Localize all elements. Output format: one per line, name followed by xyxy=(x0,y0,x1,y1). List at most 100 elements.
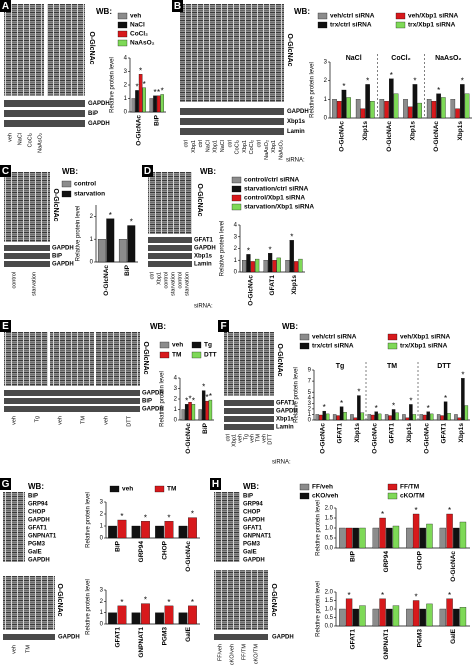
bar xyxy=(131,525,141,539)
lane-label: cKO/veh xyxy=(229,644,235,665)
lane-label: ctrl xyxy=(198,140,204,147)
significance: * xyxy=(392,402,395,411)
lane-label: FF/veh xyxy=(217,644,223,661)
x-tick-label: GFAT1 xyxy=(389,423,396,444)
lane-label: NaCl xyxy=(220,140,226,152)
legend-label: NaCl xyxy=(130,22,145,29)
y-tick-label: 1 xyxy=(100,610,104,616)
blot-label: GalE xyxy=(243,550,257,556)
bar xyxy=(298,258,303,273)
blot-label: Xbp1s xyxy=(276,417,295,423)
legend-swatch xyxy=(317,12,328,20)
legend-label: trx/Xbp1 siRNA xyxy=(400,343,448,350)
bar xyxy=(164,521,174,539)
wb-label: WB: xyxy=(243,482,259,491)
significance: * xyxy=(144,596,147,605)
x-tick-label: GNPNAT1 xyxy=(138,627,145,658)
bar xyxy=(160,94,164,113)
significance: * xyxy=(191,598,194,607)
sirna-label: siRNA: xyxy=(286,158,305,164)
panel-letter: H xyxy=(212,479,219,490)
panel-letter-box xyxy=(210,478,221,490)
bar xyxy=(339,608,346,627)
panel-letter-box xyxy=(142,165,153,177)
blot-label: GFAT1 xyxy=(28,526,48,532)
blot-label: GAPDH xyxy=(142,407,164,413)
lane-label: NaAsO₂ xyxy=(278,140,284,160)
significance: * xyxy=(342,82,345,91)
bar xyxy=(138,74,143,113)
blot-label: Xbp1s xyxy=(287,119,306,125)
blot-label: GFAT1 xyxy=(276,401,296,407)
blot-label: GalE xyxy=(28,550,42,556)
bar xyxy=(455,108,460,119)
significance: * xyxy=(167,513,170,522)
blot-label: GFAT1 xyxy=(194,238,214,244)
bar xyxy=(453,527,460,549)
bar xyxy=(97,239,106,263)
bar xyxy=(141,603,150,625)
blot xyxy=(214,634,268,640)
y-tick-label: 5 xyxy=(308,390,312,396)
bar xyxy=(365,84,370,119)
y-tick-label: 4 xyxy=(234,223,238,229)
significance: * xyxy=(188,394,191,403)
legend-swatch xyxy=(191,351,202,359)
bar xyxy=(315,414,320,421)
y-axis-title: Relative protein level xyxy=(316,500,322,556)
bar xyxy=(345,527,353,549)
legend-label: veh/ctrl siRNA xyxy=(330,13,375,20)
significance: * xyxy=(381,510,384,519)
x-tick-label: BiP xyxy=(202,422,209,434)
blot xyxy=(224,416,274,422)
bar xyxy=(350,414,354,421)
significance: * xyxy=(209,392,212,401)
bar xyxy=(263,260,268,273)
x-tick-label: O-GlcNAc xyxy=(433,121,440,152)
lane-label: TM xyxy=(255,434,261,442)
blot-label: GAPDH xyxy=(243,558,265,564)
lane-label: control xyxy=(177,272,183,289)
legend-label: NaAsO₂ xyxy=(130,40,155,47)
blot-main-label: O-GlcNAc xyxy=(52,188,59,221)
y-tick-label: 3 xyxy=(100,588,104,594)
lane-label: NaAsO₂ xyxy=(264,140,270,160)
bar xyxy=(406,608,413,627)
blot xyxy=(4,390,140,396)
legend-swatch xyxy=(299,342,310,350)
bar xyxy=(419,527,426,549)
wb-label: WB: xyxy=(282,322,298,331)
blot xyxy=(224,332,274,396)
x-tick-label: Xbp1s xyxy=(291,275,298,295)
legend-label: cKO/veh xyxy=(312,493,338,500)
lane-label: ctrl xyxy=(256,140,262,147)
blot-label: BiP xyxy=(52,254,62,260)
bar xyxy=(402,414,406,421)
y-tick-label: 3 xyxy=(324,60,328,66)
y-tick-label: 1 xyxy=(100,524,104,530)
lane-label: starvation xyxy=(184,272,190,296)
significance: * xyxy=(157,88,160,97)
bar xyxy=(117,519,127,539)
lane-label: CoCl₂ xyxy=(27,133,33,147)
bar xyxy=(379,598,386,627)
blot-label: GAPDH xyxy=(276,409,298,415)
group-label: NaCl xyxy=(346,55,362,62)
lane-label: Xbp1 xyxy=(191,140,197,153)
blot xyxy=(4,261,50,267)
y-tick-label: 3 xyxy=(174,386,178,392)
wb-label: WB: xyxy=(294,7,310,16)
y-tick-label: 0 xyxy=(308,418,312,424)
y-tick-label: 2 xyxy=(100,512,104,518)
legend-swatch xyxy=(61,180,72,188)
bar xyxy=(457,417,462,421)
blot-label: GNPNAT1 xyxy=(28,534,57,540)
wb-label: WB: xyxy=(62,167,78,176)
panel-letter: A xyxy=(2,1,9,12)
bar xyxy=(371,414,375,421)
y-tick-label: 1.0 xyxy=(325,526,334,532)
bar xyxy=(447,413,451,421)
blot-main-label: O-GlcNAc xyxy=(142,341,149,374)
x-tick-label: GFAT1 xyxy=(114,627,121,648)
x-tick-label: O-GlcNAc xyxy=(450,551,457,582)
